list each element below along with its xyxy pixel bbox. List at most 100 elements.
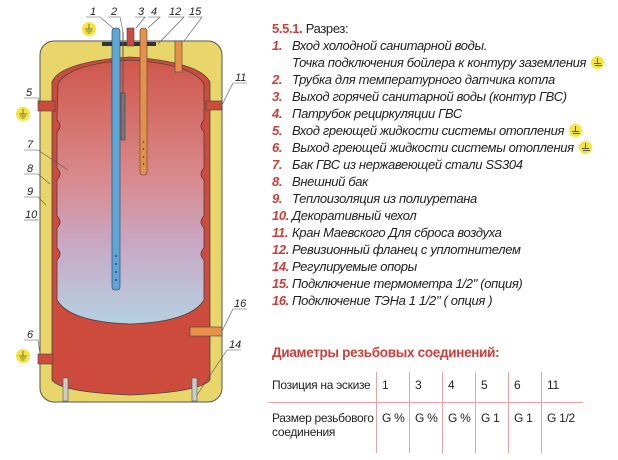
label-4: 4	[151, 6, 157, 18]
legend-item: 5. Вход греющей жидкости системы отоплени…	[272, 122, 604, 139]
leader-lines	[24, 16, 247, 396]
legend-number: 9.	[272, 191, 283, 206]
legend-item: 10. Декоративный чехол	[272, 207, 604, 224]
legend-item: 6. Выход греющей жидкости системы отоплен…	[272, 139, 604, 156]
cold-water-pipe	[111, 27, 121, 291]
label-8: 8	[27, 163, 34, 175]
legend-item: 2. Трубка для температурного датчика котл…	[272, 71, 604, 88]
ground-icon	[82, 22, 96, 36]
air-vent-pipe	[205, 100, 223, 111]
legend-text: Декоративный чехол	[292, 208, 417, 223]
row-header: Размер резьбового соединения	[272, 411, 374, 439]
table-cell: 5	[475, 372, 509, 403]
legend-number: 4.	[272, 106, 283, 121]
legend-number: 7.	[272, 157, 283, 172]
heater-port	[189, 326, 223, 337]
legend-number: 1.	[272, 38, 283, 53]
heating-inlet-pipe	[37, 100, 56, 112]
legend-text: Трубка для температурного датчика котла	[292, 72, 555, 87]
legend-number: 16.	[272, 293, 290, 308]
legend-number: 12.	[272, 242, 290, 257]
table-row: Размер резьбового соединения G % G % G %…	[268, 402, 583, 453]
table-cell: 11	[541, 372, 583, 403]
legend-item: 7. Бак ГВС из нержавеющей стали SS304	[272, 156, 604, 173]
legend-item: 4. Патрубок рециркуляции ГВС	[272, 105, 604, 122]
legend-number: 3.	[272, 89, 283, 104]
table-cell: 1	[376, 372, 410, 403]
table-cell: G 1	[508, 402, 542, 453]
thread-table-title: Диаметры резьбовых соединений:	[272, 345, 500, 360]
legend-item: 1. Вход холодной санитарной воды.	[272, 37, 604, 54]
table-cell: 3	[409, 372, 443, 403]
legend-number: 6.	[272, 140, 283, 155]
legend-number: 15.	[272, 276, 290, 291]
legend-text: Вход холодной санитарной воды.	[292, 38, 487, 53]
label-7: 7	[27, 139, 34, 151]
legend-text: Вход греющей жидкости системы отопления	[292, 123, 565, 138]
table-cell: 6	[508, 372, 542, 403]
legend-text: Бак ГВС из нержавеющей стали SS304	[292, 157, 523, 172]
row-header: Позиция на эскизе	[268, 372, 377, 403]
thread-table: Позиция на эскизе 1 3 4 5 6 11 Размер ре…	[268, 372, 583, 453]
ground-icon	[16, 349, 30, 363]
table-cell: G 1	[475, 402, 509, 453]
legend-text: Ревизионный фланец с уплотнителем	[292, 242, 521, 257]
label-3: 3	[138, 6, 145, 18]
table-cell: G %	[442, 402, 476, 453]
table-row: Позиция на эскизе 1 3 4 5 6 11	[268, 372, 583, 403]
legend-number: 8.	[272, 174, 283, 189]
label-6: 6	[27, 329, 34, 341]
legend-item: Точка подключения бойлера к контуру зазе…	[272, 54, 605, 71]
legend-item: 12. Ревизионный фланец с уплотнителем	[272, 241, 604, 258]
legend-item: 15. Подключение термометра 1/2" (опция)	[272, 275, 604, 292]
label-10: 10	[25, 209, 38, 221]
label-5: 5	[26, 87, 33, 99]
legend: 5.5.1. Разрез: 1. Вход холодной санитарно…	[272, 20, 605, 309]
label-14: 14	[229, 339, 241, 351]
legend-text: Регулируемые опоры	[292, 259, 417, 274]
label-2: 2	[110, 6, 117, 18]
legend-text: Внешний бак	[292, 174, 368, 189]
ground-icon	[16, 107, 30, 121]
label-15: 15	[189, 6, 202, 18]
legend-number: 2.	[272, 72, 283, 87]
legend-number: 14.	[272, 259, 290, 274]
label-9: 9	[27, 186, 33, 198]
heating-outlet-pipe	[37, 353, 54, 365]
support-leg	[191, 377, 198, 402]
label-1: 1	[90, 6, 96, 18]
boiler-cross-section-diagram: 1 2 3 4 12 15 5 7 8 9 10 11 16 14 6	[16, 6, 247, 403]
hot-water-outlet	[126, 27, 135, 47]
section-title: 5.5.1. Разрез:	[272, 21, 349, 36]
legend-item: 11. Кран Маевского Для сброса воздуха	[272, 224, 604, 241]
ground-icon	[578, 141, 592, 154]
legend-text: Подключение термометра 1/2" (опция)	[292, 276, 523, 291]
legend-text: Выход греющей жидкости системы отопления	[292, 140, 574, 155]
legend-item: 14. Регулируемые опоры	[272, 258, 604, 275]
label-12: 12	[169, 6, 181, 18]
legend-number: 5.	[272, 123, 283, 138]
table-cell: 4	[442, 372, 476, 403]
recirculation-pipe	[139, 27, 148, 176]
label-11: 11	[235, 72, 246, 84]
legend-text: Точка подключения бойлера к контуру зазе…	[292, 55, 587, 70]
table-cell: G %	[409, 402, 443, 453]
legend-text: Теплоизоляция из полиуретана	[292, 191, 477, 206]
legend-text: Кран Маевского Для сброса воздуха	[292, 225, 502, 240]
legend-item: 16. Подключение ТЭНа 1 1/2" ( опция )	[272, 292, 604, 309]
support-leg	[62, 377, 69, 402]
legend-item: 3. Выход горячей санитарной воды (контур …	[272, 88, 604, 105]
thermometer-port	[174, 40, 183, 73]
legend-text: Выход горячей санитарной воды (контур ГВ…	[292, 89, 567, 104]
legend-number: 11.	[272, 225, 289, 240]
legend-item: 9. Теплоизоляция из полиуретана	[272, 190, 604, 207]
legend-item: 8. Внешний бак	[272, 173, 604, 190]
legend-number: 10.	[272, 208, 290, 223]
legend-text: Патрубок рециркуляции ГВС	[292, 106, 462, 121]
ground-icon	[591, 56, 605, 69]
label-16: 16	[234, 298, 247, 310]
table-cell: G %	[376, 402, 410, 453]
legend-text: Подключение ТЭНа 1 1/2" ( опция )	[292, 293, 493, 308]
ground-icon	[569, 124, 583, 137]
table-cell: G 1/2	[541, 402, 583, 453]
